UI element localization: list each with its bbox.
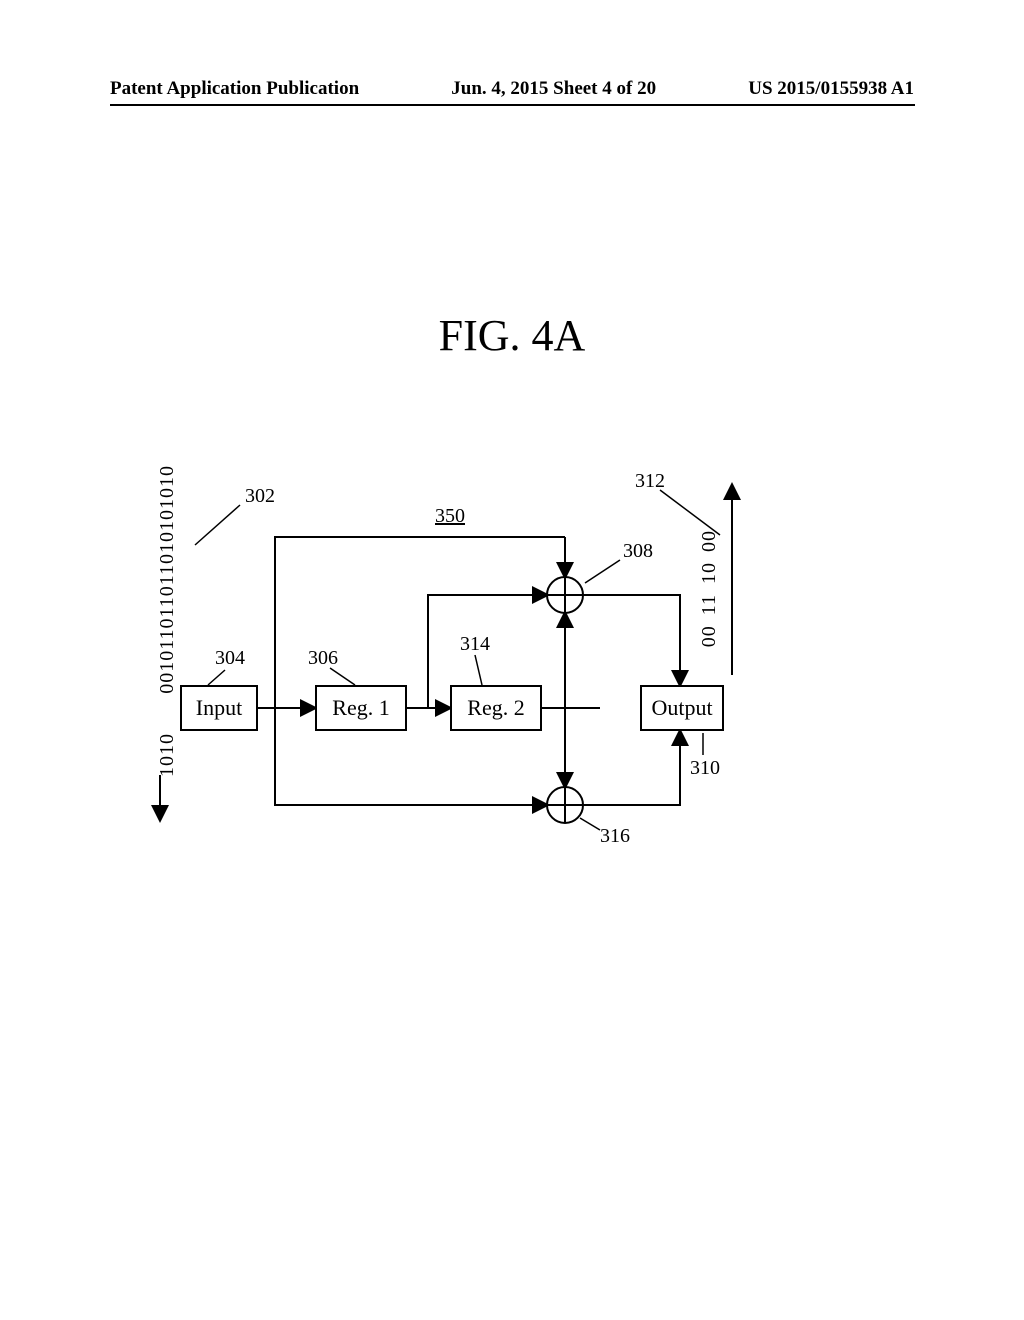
header-left: Patent Application Publication (110, 78, 359, 100)
input-box: Input (180, 685, 258, 731)
reg2-box: Reg. 2 (450, 685, 542, 731)
ref-316: 316 (600, 825, 630, 848)
ref-312: 312 (635, 470, 665, 493)
xor-top-icon (547, 577, 583, 613)
input-bitstream-top: 001011011011010101010 (156, 465, 179, 694)
header-right: US 2015/0155938 A1 (748, 78, 914, 100)
reg1-box: Reg. 1 (315, 685, 407, 731)
output-label: Output (651, 695, 712, 721)
ref-314: 314 (460, 633, 490, 656)
output-bitstream: 00 11 10 00 (698, 530, 721, 647)
ref-350: 350 (435, 505, 465, 528)
figure-title: FIG. 4A (0, 310, 1024, 361)
patent-header: Patent Application Publication Jun. 4, 2… (0, 78, 1024, 100)
header-rule (110, 104, 915, 106)
reg1-label: Reg. 1 (332, 695, 389, 721)
ref-310: 310 (690, 757, 720, 780)
input-label: Input (196, 695, 242, 721)
wire-layer (180, 475, 740, 875)
encoder-diagram: Input Reg. 1 Reg. 2 Output 0010110110110… (180, 475, 730, 855)
header-center: Jun. 4, 2015 Sheet 4 of 20 (451, 78, 656, 100)
ref-304: 304 (215, 647, 245, 670)
xor-bottom-icon (547, 787, 583, 823)
ref-302: 302 (245, 485, 275, 508)
reg2-label: Reg. 2 (467, 695, 524, 721)
ref-308: 308 (623, 540, 653, 563)
ref-306: 306 (308, 647, 338, 670)
output-box: Output (640, 685, 724, 731)
input-bitstream-bot: 1010 (156, 733, 179, 777)
